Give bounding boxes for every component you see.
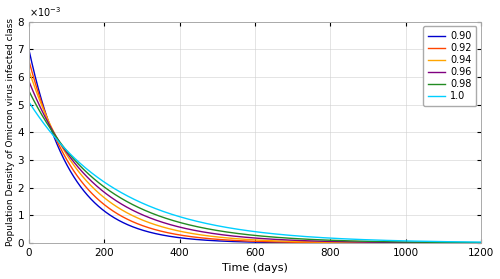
0.94 xyxy=(398,241,404,244)
0.92 xyxy=(26,59,32,62)
0.98 xyxy=(478,241,484,244)
0.94 xyxy=(320,240,326,244)
0.96 xyxy=(26,79,32,83)
0.94 xyxy=(108,201,114,205)
0.90 xyxy=(108,214,114,217)
0.94 xyxy=(26,68,32,72)
0.96 xyxy=(297,239,303,242)
Text: $\times10^{-3}$: $\times10^{-3}$ xyxy=(29,6,61,19)
1.0 xyxy=(398,239,404,242)
0.90 xyxy=(297,241,303,244)
0.94 xyxy=(478,241,484,245)
Legend: 0.90, 0.92, 0.94, 0.96, 0.98, 1.0: 0.90, 0.92, 0.94, 0.96, 0.98, 1.0 xyxy=(423,26,476,106)
0.94 xyxy=(364,241,370,244)
0.92 xyxy=(108,208,114,211)
0.98 xyxy=(320,238,326,242)
0.96 xyxy=(364,240,370,244)
0.90 xyxy=(26,47,32,51)
Line: 0.98: 0.98 xyxy=(29,91,481,243)
Line: 0.96: 0.96 xyxy=(29,81,481,243)
0.98 xyxy=(364,240,370,243)
1.0 xyxy=(364,238,370,241)
0.96 xyxy=(198,230,204,233)
0.90 xyxy=(364,241,370,245)
0.92 xyxy=(398,241,404,245)
1.0 xyxy=(26,100,32,104)
0.92 xyxy=(478,241,484,245)
Line: 1.0: 1.0 xyxy=(29,102,481,242)
0.98 xyxy=(108,190,114,194)
0.98 xyxy=(198,226,204,229)
1.0 xyxy=(198,221,204,224)
0.96 xyxy=(108,196,114,199)
0.92 xyxy=(320,241,326,244)
0.90 xyxy=(198,238,204,242)
0.92 xyxy=(198,236,204,240)
Line: 0.92: 0.92 xyxy=(29,60,481,243)
Line: 0.94: 0.94 xyxy=(29,70,481,243)
Y-axis label: Population Density of Omicron virus infected class: Population Density of Omicron virus infe… xyxy=(6,18,15,246)
0.94 xyxy=(198,233,204,237)
0.92 xyxy=(297,241,303,244)
1.0 xyxy=(297,234,303,238)
0.90 xyxy=(398,241,404,245)
0.98 xyxy=(297,237,303,240)
0.96 xyxy=(478,241,484,245)
1.0 xyxy=(108,185,114,188)
0.98 xyxy=(398,240,404,244)
1.0 xyxy=(320,236,326,239)
Line: 0.90: 0.90 xyxy=(29,49,481,243)
1.0 xyxy=(478,240,484,244)
X-axis label: Time (days): Time (days) xyxy=(222,263,288,273)
0.94 xyxy=(297,240,303,243)
0.90 xyxy=(320,241,326,244)
0.92 xyxy=(364,241,370,244)
0.98 xyxy=(26,89,32,92)
0.96 xyxy=(320,240,326,243)
0.96 xyxy=(398,241,404,244)
0.90 xyxy=(478,241,484,245)
